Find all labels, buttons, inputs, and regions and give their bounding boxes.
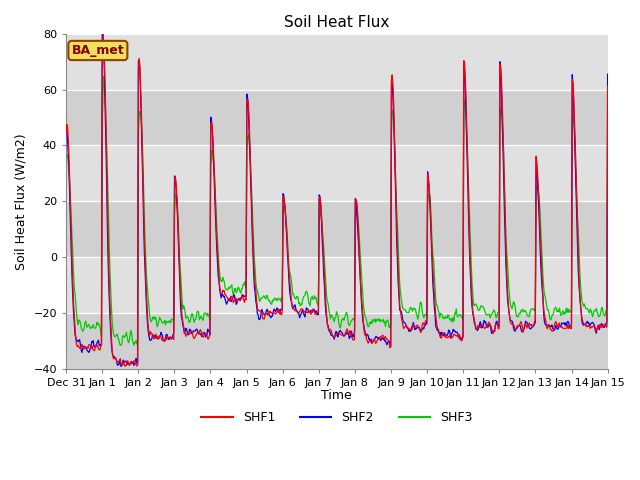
- SHF3: [129, 340, 137, 346]
- SHF1: [404, 325, 412, 331]
- SHF1: [121, 363, 129, 369]
- SHF3: [213, 223, 221, 228]
- Line: SHF1: SHF1: [66, 36, 607, 366]
- SHF3: [116, 342, 124, 348]
- SHF1: [420, 321, 428, 327]
- SHF2: [404, 325, 412, 331]
- Legend: SHF1, SHF2, SHF3: SHF1, SHF2, SHF3: [196, 406, 477, 429]
- Bar: [66, 257, 607, 313]
- SHF2: [72, 335, 80, 340]
- SHF3: [404, 310, 412, 315]
- SHF1: [129, 360, 137, 366]
- SHF2: [129, 360, 137, 366]
- SHF1: [99, 33, 107, 38]
- SHF2: [213, 244, 221, 250]
- SHF3: [184, 315, 192, 321]
- Bar: [66, 145, 607, 201]
- SHF2: [62, 126, 70, 132]
- SHF3: [420, 315, 428, 321]
- SHF3: [72, 302, 80, 308]
- SHF3: [100, 73, 108, 79]
- Bar: [66, 34, 607, 90]
- SHF3: [62, 173, 70, 179]
- SHF2: [604, 71, 611, 77]
- Line: SHF2: SHF2: [66, 31, 607, 366]
- SHF1: [62, 131, 70, 136]
- SHF2: [420, 326, 428, 332]
- SHF2: [99, 28, 106, 34]
- Bar: [66, 201, 607, 257]
- Bar: [66, 313, 607, 369]
- SHF1: [184, 331, 192, 336]
- SHF3: [604, 137, 611, 143]
- SHF1: [213, 235, 221, 240]
- SHF2: [117, 363, 125, 369]
- Y-axis label: Soil Heat Flux (W/m2): Soil Heat Flux (W/m2): [15, 133, 28, 270]
- SHF1: [72, 336, 80, 342]
- SHF1: [604, 84, 611, 89]
- Line: SHF3: SHF3: [66, 76, 607, 345]
- Text: BA_met: BA_met: [72, 44, 124, 57]
- Title: Soil Heat Flux: Soil Heat Flux: [284, 15, 390, 30]
- Bar: [66, 90, 607, 145]
- X-axis label: Time: Time: [321, 389, 352, 402]
- SHF2: [184, 332, 192, 338]
